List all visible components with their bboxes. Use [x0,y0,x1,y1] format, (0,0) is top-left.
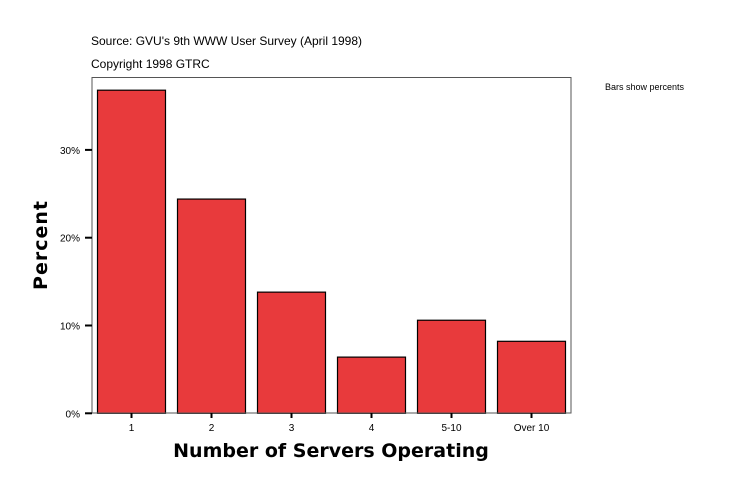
bar-Over 10 [496,340,567,414]
bar-4 [336,356,407,414]
x-tick-label: 1 [129,423,135,434]
x-tick-label: 4 [369,423,375,434]
x-axis-label: Number of Servers Operating [173,440,489,462]
bar-1 [96,89,167,414]
copyright-text: Copyright 1998 GTRC [91,57,210,71]
bars-note: Bars show percents [605,82,685,92]
x-tick-label: 3 [289,423,295,434]
y-tick-label: 20% [60,234,80,245]
x-tick-label: 2 [209,423,215,434]
x-tick-label: Over 10 [514,423,550,434]
bar-3 [256,291,327,414]
y-tick-label: 10% [60,322,80,333]
source-text: Source: GVU's 9th WWW User Survey (April… [91,34,363,48]
bar-2 [176,198,247,414]
y-tick-label: 0% [66,409,81,420]
x-tick-label: 5-10 [441,423,461,434]
plot-frame [91,77,572,414]
y-axis-label: Percent [30,200,52,290]
bar-5-10 [416,319,487,414]
y-tick-label: 30% [60,146,80,157]
